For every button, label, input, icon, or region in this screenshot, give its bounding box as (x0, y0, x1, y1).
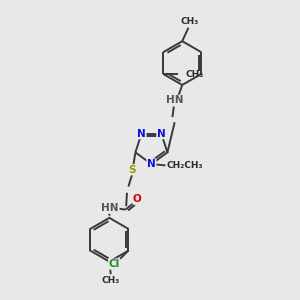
Text: S: S (128, 165, 136, 175)
Text: N: N (137, 129, 146, 139)
Text: N: N (157, 129, 166, 139)
Text: O: O (133, 194, 142, 204)
Text: CH₃: CH₃ (186, 70, 204, 79)
Text: Cl: Cl (109, 259, 120, 269)
Text: CH₂CH₃: CH₂CH₃ (167, 161, 203, 170)
Text: CH₃: CH₃ (102, 276, 120, 285)
Text: N: N (147, 159, 156, 169)
Text: CH₃: CH₃ (181, 17, 199, 26)
Text: HN: HN (101, 203, 119, 213)
Text: HN: HN (167, 95, 184, 105)
